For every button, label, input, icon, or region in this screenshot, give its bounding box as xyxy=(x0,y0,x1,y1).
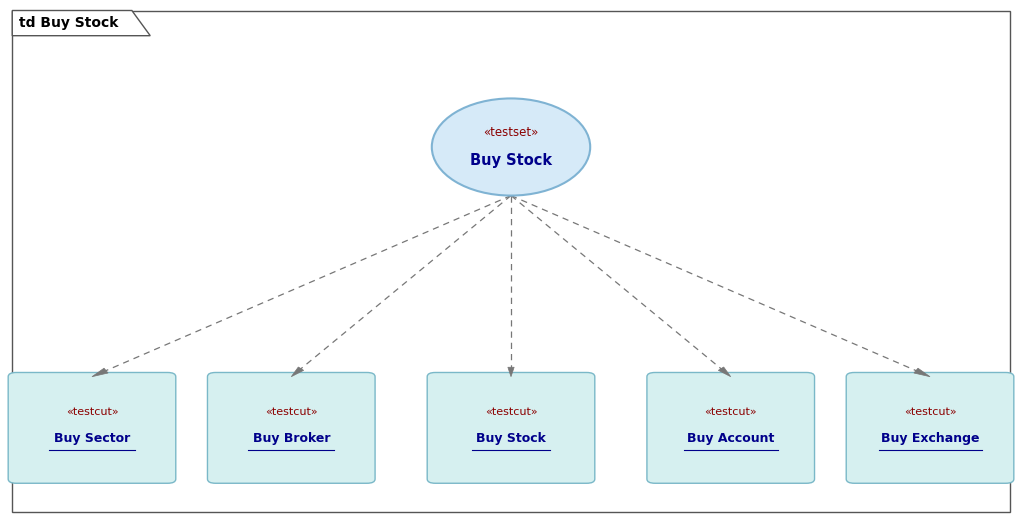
Text: Buy Exchange: Buy Exchange xyxy=(881,432,979,445)
Text: «testcut»: «testcut» xyxy=(484,407,538,417)
Text: Buy Stock: Buy Stock xyxy=(476,432,546,445)
Text: Buy Stock: Buy Stock xyxy=(470,153,552,167)
Text: «testcut»: «testcut» xyxy=(704,407,757,417)
FancyBboxPatch shape xyxy=(846,373,1014,483)
Text: Buy Sector: Buy Sector xyxy=(54,432,130,445)
FancyBboxPatch shape xyxy=(427,373,595,483)
Text: «testcut»: «testcut» xyxy=(65,407,119,417)
Text: td Buy Stock: td Buy Stock xyxy=(19,16,119,30)
Polygon shape xyxy=(914,368,930,377)
Ellipse shape xyxy=(432,99,591,196)
Text: Buy Broker: Buy Broker xyxy=(252,432,330,445)
Text: «testcut»: «testcut» xyxy=(265,407,318,417)
FancyBboxPatch shape xyxy=(647,373,815,483)
Polygon shape xyxy=(718,367,731,377)
FancyBboxPatch shape xyxy=(207,373,375,483)
Polygon shape xyxy=(291,367,304,377)
Polygon shape xyxy=(12,10,150,36)
Polygon shape xyxy=(508,368,514,377)
Text: Buy Account: Buy Account xyxy=(687,432,775,445)
FancyBboxPatch shape xyxy=(8,373,176,483)
Text: «testset»: «testset» xyxy=(483,126,539,139)
Polygon shape xyxy=(92,368,108,377)
Text: «testcut»: «testcut» xyxy=(903,407,957,417)
